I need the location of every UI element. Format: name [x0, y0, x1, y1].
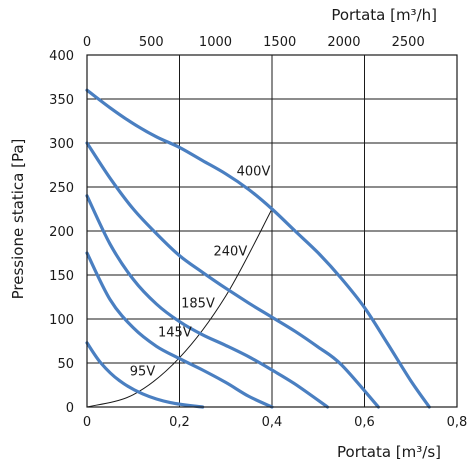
y-tick-label: 50 [57, 357, 74, 372]
y-tick-label: 300 [49, 137, 74, 152]
x-tick-label: 0,8 [447, 415, 468, 430]
y-tick-label: 150 [49, 269, 74, 284]
curve-label-185v: 185V [181, 297, 215, 312]
curve-label-240v: 240V [214, 245, 248, 260]
x-tick-label: 0,6 [354, 415, 375, 430]
y-tick-label: 100 [49, 313, 74, 328]
system-curve-layer [86, 208, 273, 408]
top-x-tick-label: 2500 [392, 35, 425, 50]
y-tick-label: 200 [49, 225, 74, 240]
curve-label-145v: 145V [158, 326, 192, 341]
curve-95v [85, 341, 205, 409]
top-x-tick-label: 500 [139, 35, 164, 50]
y-tick-label: 0 [66, 401, 74, 416]
curve-label-95v: 95V [130, 364, 156, 379]
top-x-tick-label: 1000 [199, 35, 232, 50]
top-x-tick-label: 1500 [263, 35, 296, 50]
fan-curves-layer [85, 88, 431, 409]
top-x-tick-label: 0 [83, 35, 91, 50]
x-tick-label: 0,2 [169, 415, 190, 430]
y-tick-label: 250 [49, 181, 74, 196]
curve-label-400v: 400V [237, 165, 271, 180]
tick-labels: 0 50 100 150 200 250 300 350 400 0 0,2 0,4 0,6 0,8 0 50… [49, 35, 467, 430]
curve-240v [85, 141, 380, 409]
x-tick-label: 0,4 [262, 415, 283, 430]
y-axis-title: Pressione statica [Pa] [9, 139, 27, 300]
x-tick-label: 0 [83, 415, 91, 430]
y-tick-label: 400 [49, 49, 74, 64]
curve-labels: 95V 145V 185V 240V 400V [130, 165, 271, 380]
curve-145v [85, 251, 274, 409]
grid-lines [87, 55, 457, 407]
y-tick-label: 350 [49, 93, 74, 108]
x-axis-title: Portata [m³/s] [337, 443, 441, 461]
top-x-axis-title: Portata [m³/h] [331, 6, 437, 24]
curve-185v [85, 194, 330, 409]
plot-frame [86, 54, 458, 408]
curve-400v [85, 88, 431, 409]
system-curve [86, 208, 273, 408]
top-x-tick-label: 2000 [327, 35, 360, 50]
